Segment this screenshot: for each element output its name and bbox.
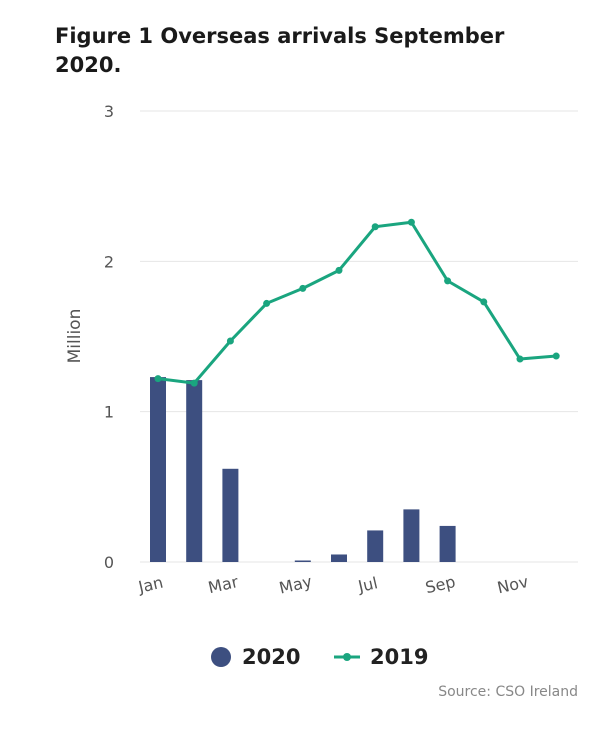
- bars-2020: [150, 377, 456, 562]
- x-tick-label-nov: Nov: [495, 572, 530, 598]
- legend-item-2020[interactable]: 2020: [210, 640, 300, 674]
- legend-marker-circle-icon: [211, 647, 231, 667]
- y-axis-label: Million: [65, 309, 85, 364]
- x-axis-ticks: Jan Mar May Jul Sep Nov: [136, 572, 530, 598]
- y-tick-label-0: 0: [104, 553, 114, 572]
- point-2019-dec: [552, 352, 560, 360]
- bar-2020-may: [294, 560, 311, 562]
- source-credit: Source: CSO Ireland: [438, 684, 578, 700]
- bar-2020-jun: [331, 554, 347, 562]
- point-2019-jul: [371, 223, 379, 231]
- y-axis-ticks: 0 1 2 3: [104, 102, 114, 572]
- bar-2020-feb: [186, 380, 203, 562]
- x-tick-label-mar: Mar: [206, 572, 240, 597]
- bar-2020-mar: [222, 468, 239, 562]
- y-tick-label-3: 3: [104, 102, 114, 121]
- point-2019-aug: [407, 218, 415, 226]
- legend-marker-line-icon: [334, 653, 360, 661]
- legend-label-2020: 2020: [242, 645, 301, 669]
- x-tick-label-jan: Jan: [136, 573, 165, 597]
- point-2019-jun: [335, 266, 343, 274]
- point-2019-feb: [190, 379, 198, 387]
- x-tick-label-jul: Jul: [355, 573, 379, 596]
- point-2019-sep: [444, 277, 452, 285]
- legend-label-2019: 2019: [370, 645, 429, 669]
- x-tick-label-sep: Sep: [424, 572, 458, 597]
- y-tick-label-2: 2: [104, 252, 114, 271]
- point-2019-may: [299, 284, 307, 292]
- point-2019-nov: [516, 355, 524, 363]
- legend: 2020 2019: [0, 640, 614, 674]
- chart-title: Figure 1 Overseas arrivals September 202…: [55, 24, 505, 77]
- bar-2020-aug: [403, 509, 420, 562]
- line-2019: [154, 218, 560, 387]
- bar-2020-jul: [367, 530, 384, 562]
- point-2019-jan: [154, 375, 162, 383]
- legend-item-2019[interactable]: 2019: [334, 640, 428, 674]
- point-2019-oct: [480, 298, 488, 306]
- point-2019-mar: [226, 337, 234, 345]
- bar-2020-jan: [150, 377, 166, 562]
- y-tick-label-1: 1: [104, 403, 114, 422]
- chart-svg: 0 1 2 3 Million Jan Mar May Jul Sep Nov: [65, 102, 578, 598]
- gridlines: [140, 110, 578, 563]
- point-2019-apr: [263, 299, 271, 307]
- bar-2020-sep: [439, 525, 456, 562]
- line-2019-path: [157, 220, 557, 385]
- x-tick-label-may: May: [277, 572, 314, 598]
